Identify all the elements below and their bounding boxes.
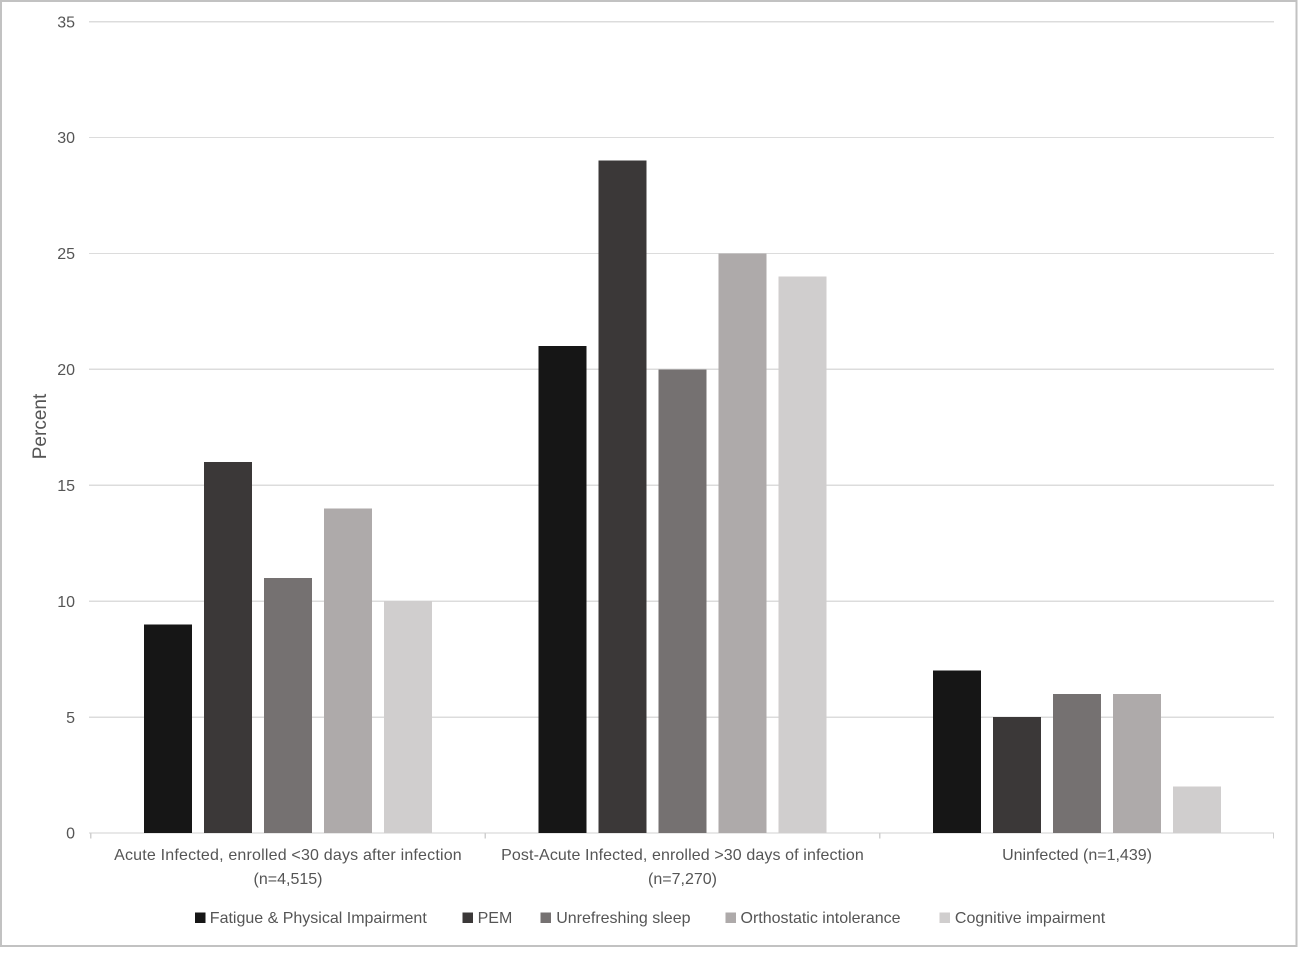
svg-text:Unrefreshing sleep: Unrefreshing sleep bbox=[556, 910, 690, 927]
svg-text:Percent: Percent bbox=[30, 393, 51, 459]
svg-text:10: 10 bbox=[57, 594, 75, 611]
svg-text:Orthostatic intolerance: Orthostatic intolerance bbox=[741, 910, 901, 927]
svg-text:30: 30 bbox=[57, 130, 75, 147]
svg-text:25: 25 bbox=[57, 246, 75, 263]
svg-text:Fatigue & Physical Impairment: Fatigue & Physical Impairment bbox=[210, 910, 428, 927]
svg-text:35: 35 bbox=[57, 14, 75, 31]
svg-text:20: 20 bbox=[57, 362, 75, 379]
svg-text:Cognitive impairment: Cognitive impairment bbox=[955, 910, 1106, 927]
svg-text:Acute Infected, enrolled <30 d: Acute Infected, enrolled <30 days after … bbox=[114, 847, 462, 864]
svg-text:Post-Acute Infected, enrolled: Post-Acute Infected, enrolled >30 days o… bbox=[501, 847, 864, 864]
svg-text:Uninfected (n=1,439): Uninfected (n=1,439) bbox=[1002, 847, 1152, 864]
svg-text:15: 15 bbox=[57, 478, 75, 495]
svg-text:0: 0 bbox=[66, 826, 75, 843]
svg-text:PEM: PEM bbox=[478, 910, 513, 927]
svg-text:5: 5 bbox=[66, 710, 75, 727]
svg-text:(n=7,270): (n=7,270) bbox=[648, 871, 717, 888]
svg-text:(n=4,515): (n=4,515) bbox=[254, 871, 323, 888]
